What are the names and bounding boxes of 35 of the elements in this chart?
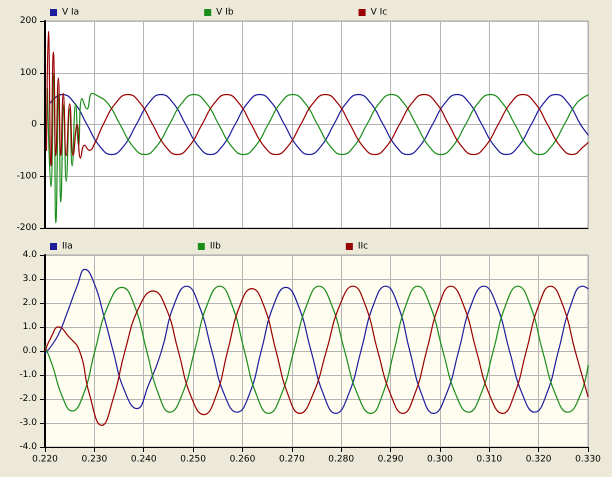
y-tick-label: -1.0	[19, 370, 38, 380]
y-tick-label: 0.0	[22, 346, 38, 356]
legend-label: IIa	[62, 242, 73, 252]
x-tick-label: 0.240	[130, 454, 157, 464]
line-series	[46, 30, 589, 166]
y-tick-label: 3.0	[22, 274, 38, 284]
x-tick-label: 0.280	[328, 454, 354, 464]
line-series	[46, 72, 589, 224]
y-tick-label: 0	[31, 120, 38, 130]
y-tick-label: -2.0	[19, 394, 38, 404]
legend-label: V Ia	[62, 8, 80, 18]
x-tick-label: 0.250	[180, 454, 206, 464]
legend-label: IIb	[210, 242, 222, 252]
x-tick-label: 0.230	[81, 454, 108, 464]
x-tick-label: 0.220	[32, 454, 58, 464]
x-tick-label: 0.330	[575, 454, 602, 464]
x-tick-label: 0.260	[230, 454, 256, 464]
y-tick-label: -4.0	[19, 442, 38, 452]
x-tick-label: 0.320	[526, 454, 552, 464]
x-tick-label: 0.290	[378, 454, 404, 464]
x-tick-label: 0.300	[427, 454, 454, 464]
line-series	[49, 94, 589, 156]
y-tick-label: 1.0	[22, 322, 38, 332]
y-tick-label: 4.0	[22, 250, 38, 260]
legend-label: V Ic	[370, 8, 388, 18]
y-tick-label: 2.0	[22, 298, 38, 308]
legend-label: V Ib	[216, 8, 234, 18]
y-tick-label: -200	[16, 223, 38, 233]
legend-label: IIc	[358, 242, 368, 252]
x-tick-label: 0.310	[476, 454, 502, 464]
y-tick-label: -100	[16, 171, 38, 182]
y-tick-label: 100	[20, 68, 38, 78]
y-tick-label: -3.0	[19, 418, 38, 428]
x-tick-label: 0.270	[278, 454, 305, 464]
y-tick-label: 200	[20, 16, 38, 26]
